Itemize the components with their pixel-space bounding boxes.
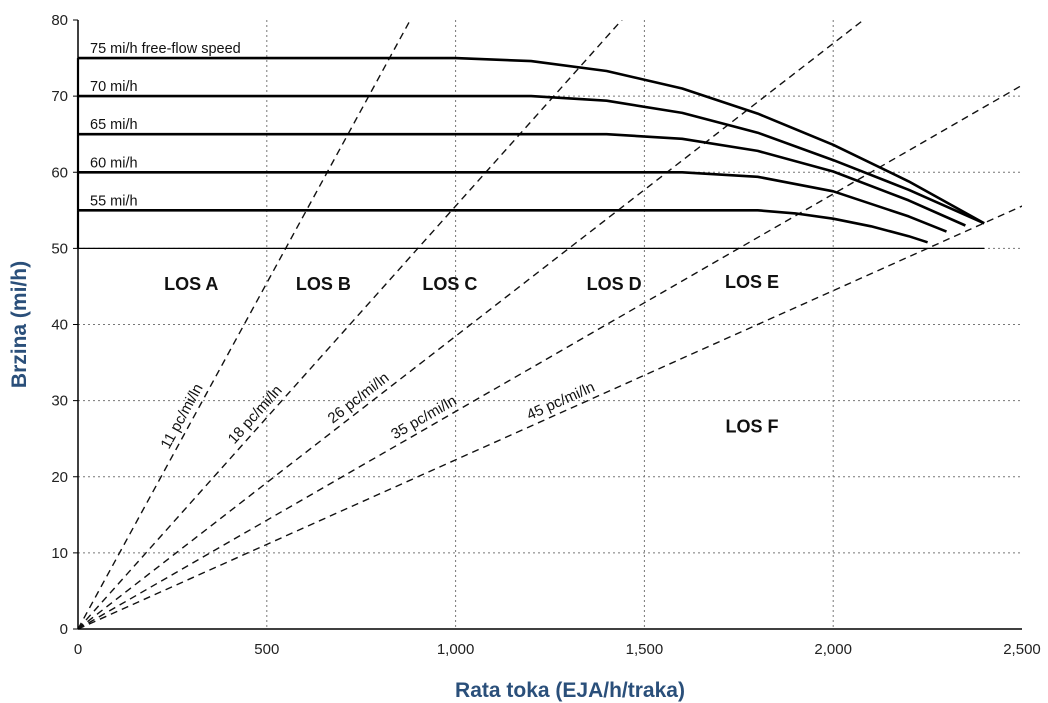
x-axis-title: Rata toka (EJA/h/traka) [455,679,685,702]
y-tick-label: 70 [51,88,68,105]
y-tick-label: 60 [51,164,68,181]
y-tick-label: 80 [51,12,68,29]
los-region-label: LOS A [164,274,218,294]
x-tick-label: 0 [74,641,82,658]
curve-label: 65 mi/h [90,117,138,133]
density-line [78,20,412,629]
density-label: 35 pc/mi/ln [388,392,459,443]
curve-label: 70 mi/h [90,79,138,95]
y-tick-label: 20 [51,469,68,486]
y-tick-label: 50 [51,240,68,257]
density-line [78,20,623,629]
los-region-label: LOS D [587,274,642,294]
density-label: 18 pc/mi/ln [225,382,286,447]
y-tick-label: 30 [51,393,68,410]
y-tick-label: 40 [51,317,68,334]
curve-label: 75 mi/h free-flow speed [90,41,241,57]
speed-curve [78,56,985,225]
los-region-label: LOS E [725,272,779,292]
speed-flow-curves [76,56,985,249]
y-axis-title: Brzina (mi/h) [8,261,31,388]
los-region-label: LOS B [296,274,351,294]
speed-curve [78,94,985,225]
axes: 0 10 20 30 40 50 60 70 80 0 500 1,000 1,500 2,000 2,50… [51,12,1040,658]
density-label: 26 pc/mi/ln [325,369,393,427]
density-line [78,205,1022,629]
density-label: 11 pc/mi/ln [158,381,207,452]
speed-curve [78,209,928,244]
chart-labels: 75 mi/h free-flow speed 70 mi/h 65 mi/h 60 … [90,41,779,452]
speed-curve [78,171,947,233]
los-region-label: LOS F [726,417,779,437]
x-tick-label: 2,000 [814,641,852,658]
speed-curve [78,132,966,227]
density-lines [78,20,1022,629]
x-tick-label: 1,500 [626,641,664,658]
x-tick-label: 2,500 [1003,641,1041,658]
density-line [78,20,865,629]
curve-label: 60 mi/h [90,155,138,171]
y-tick-label: 10 [51,545,68,562]
density-line [78,84,1022,629]
x-tick-label: 500 [254,641,279,658]
y-tick-label: 0 [60,621,68,638]
los-region-label: LOS C [422,274,477,294]
grid [78,20,1022,629]
curve-label: 55 mi/h [90,193,138,209]
x-tick-label: 1,000 [437,641,475,658]
